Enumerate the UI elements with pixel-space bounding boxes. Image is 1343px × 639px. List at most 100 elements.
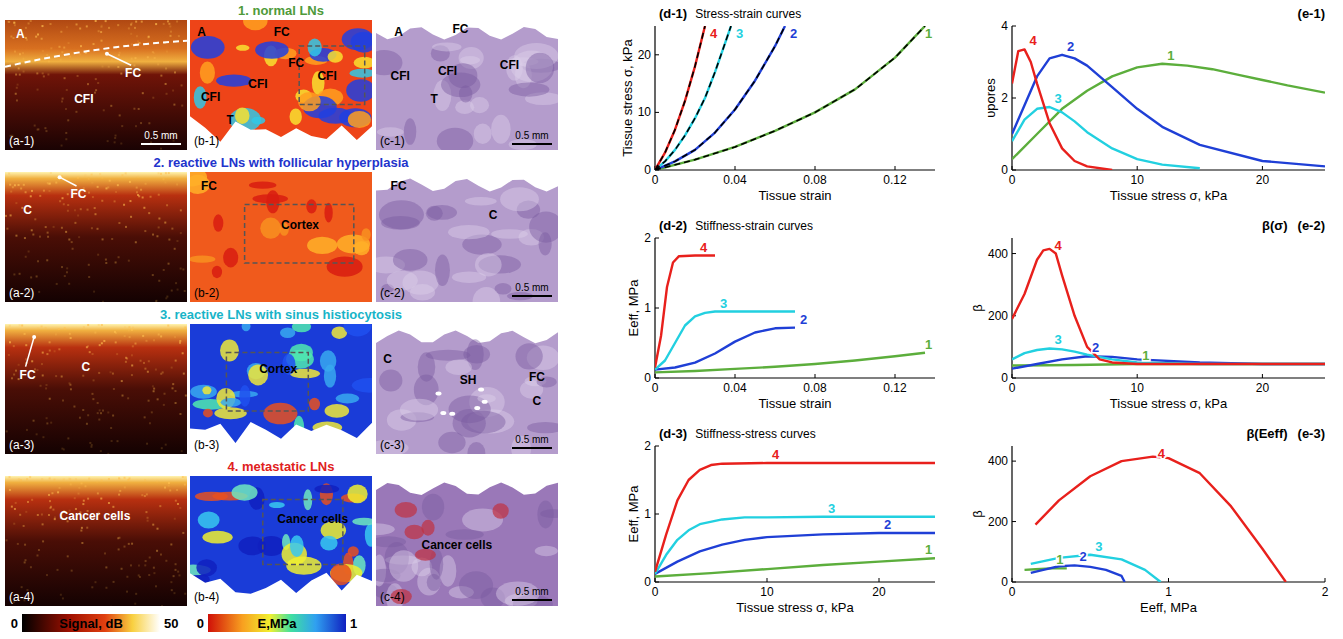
speckle <box>98 324 100 326</box>
speckle <box>14 24 16 26</box>
stiffness-blob <box>290 535 304 557</box>
speckle <box>124 486 126 488</box>
annotation: FC <box>125 66 141 80</box>
speckle <box>85 485 87 487</box>
series-label: 4 <box>772 447 780 462</box>
speckle <box>123 204 125 206</box>
speckle <box>131 22 133 24</box>
annotation: FC <box>201 179 217 193</box>
speckle <box>136 191 138 193</box>
y-tick-label: 2 <box>1001 91 1008 105</box>
panel-label: (c-1) <box>380 134 405 148</box>
tissue-structure <box>438 432 465 453</box>
sinus <box>482 400 488 404</box>
speckle <box>94 207 96 209</box>
series-line <box>1012 348 1325 364</box>
speckle <box>48 494 50 496</box>
speckle <box>134 27 136 29</box>
speckle <box>37 128 39 130</box>
speckle <box>145 183 147 185</box>
speckle <box>34 218 36 220</box>
tissue-structure <box>393 249 428 271</box>
annotation: Cancer cells <box>60 509 131 523</box>
speckle <box>132 345 134 347</box>
speckle <box>138 108 140 110</box>
speckle <box>75 478 77 480</box>
speckle <box>46 417 48 419</box>
speckle <box>6 539 8 541</box>
speckle <box>101 324 103 326</box>
speckle <box>54 350 56 352</box>
speckle <box>169 489 171 491</box>
speckle <box>171 290 173 292</box>
speckle <box>31 229 33 231</box>
speckle <box>118 54 120 56</box>
speckle <box>65 108 67 110</box>
speckle <box>153 339 155 341</box>
speckle <box>61 375 63 377</box>
speckle <box>134 603 136 605</box>
colorbar-tick: 0 <box>197 616 204 631</box>
figure: 1. normal LNsACFIFC(a-1)0.5 mmAFCFCCFICF… <box>0 0 1343 639</box>
speckle <box>156 235 158 237</box>
chart: 01020024Tissue stress σ, kPaυpores1234(e… <box>983 6 1325 203</box>
plot-area <box>1012 249 1325 369</box>
annotation: Cancer cells <box>422 538 493 552</box>
speckle <box>68 239 70 241</box>
y-tick-label: 400 <box>988 454 1008 468</box>
series-label: 1 <box>925 26 932 41</box>
speckle <box>9 341 11 343</box>
tissue-structure <box>467 442 485 454</box>
speckle <box>45 130 47 132</box>
series-line <box>655 328 795 370</box>
y-tick <box>1012 253 1016 254</box>
pointer-head <box>32 335 36 339</box>
x-tick-label: 1 <box>1165 585 1172 599</box>
stiffness-blob <box>307 237 337 254</box>
tissue-structure <box>435 255 450 287</box>
speckle <box>93 291 95 293</box>
speckle <box>111 238 113 240</box>
colorbar-tick: 50 <box>164 616 178 631</box>
speckle <box>111 440 113 442</box>
speckle <box>66 26 68 28</box>
speckle <box>148 400 150 402</box>
speckle <box>42 523 44 525</box>
stiffness-blob <box>235 107 250 124</box>
x-axis-title: Tissue strain <box>758 188 831 203</box>
speckle <box>166 93 168 95</box>
annotation: FC <box>274 25 290 39</box>
stiffness-blob <box>223 248 238 268</box>
speckle <box>26 39 28 41</box>
speckle <box>23 525 25 527</box>
y-tick <box>655 514 659 515</box>
tissue-structure <box>459 571 493 599</box>
speckle <box>176 20 178 22</box>
speckle <box>68 42 70 44</box>
speckle <box>145 560 147 562</box>
speckle <box>174 336 176 338</box>
speckle <box>118 548 120 550</box>
speckle <box>6 228 8 230</box>
speckle <box>105 566 107 568</box>
speckle <box>184 327 186 329</box>
speckle <box>180 232 182 234</box>
speckle <box>158 172 160 174</box>
stiffness-blob <box>216 75 252 87</box>
speckle <box>120 73 122 75</box>
sinus <box>474 406 480 410</box>
speckle <box>53 479 55 481</box>
y-tick-label: 0 <box>1001 371 1008 385</box>
stiffness-blob <box>365 523 372 546</box>
speckle <box>13 273 15 275</box>
speckle <box>126 591 128 593</box>
stiffness-blob <box>292 324 311 332</box>
annotation: A <box>197 25 206 39</box>
speckle <box>63 203 65 205</box>
speckle <box>115 135 117 137</box>
hemorrhage <box>395 502 417 518</box>
speckle <box>103 109 105 111</box>
speckle <box>165 444 167 446</box>
plot-area <box>655 463 935 577</box>
series-label: 4 <box>1030 33 1038 48</box>
